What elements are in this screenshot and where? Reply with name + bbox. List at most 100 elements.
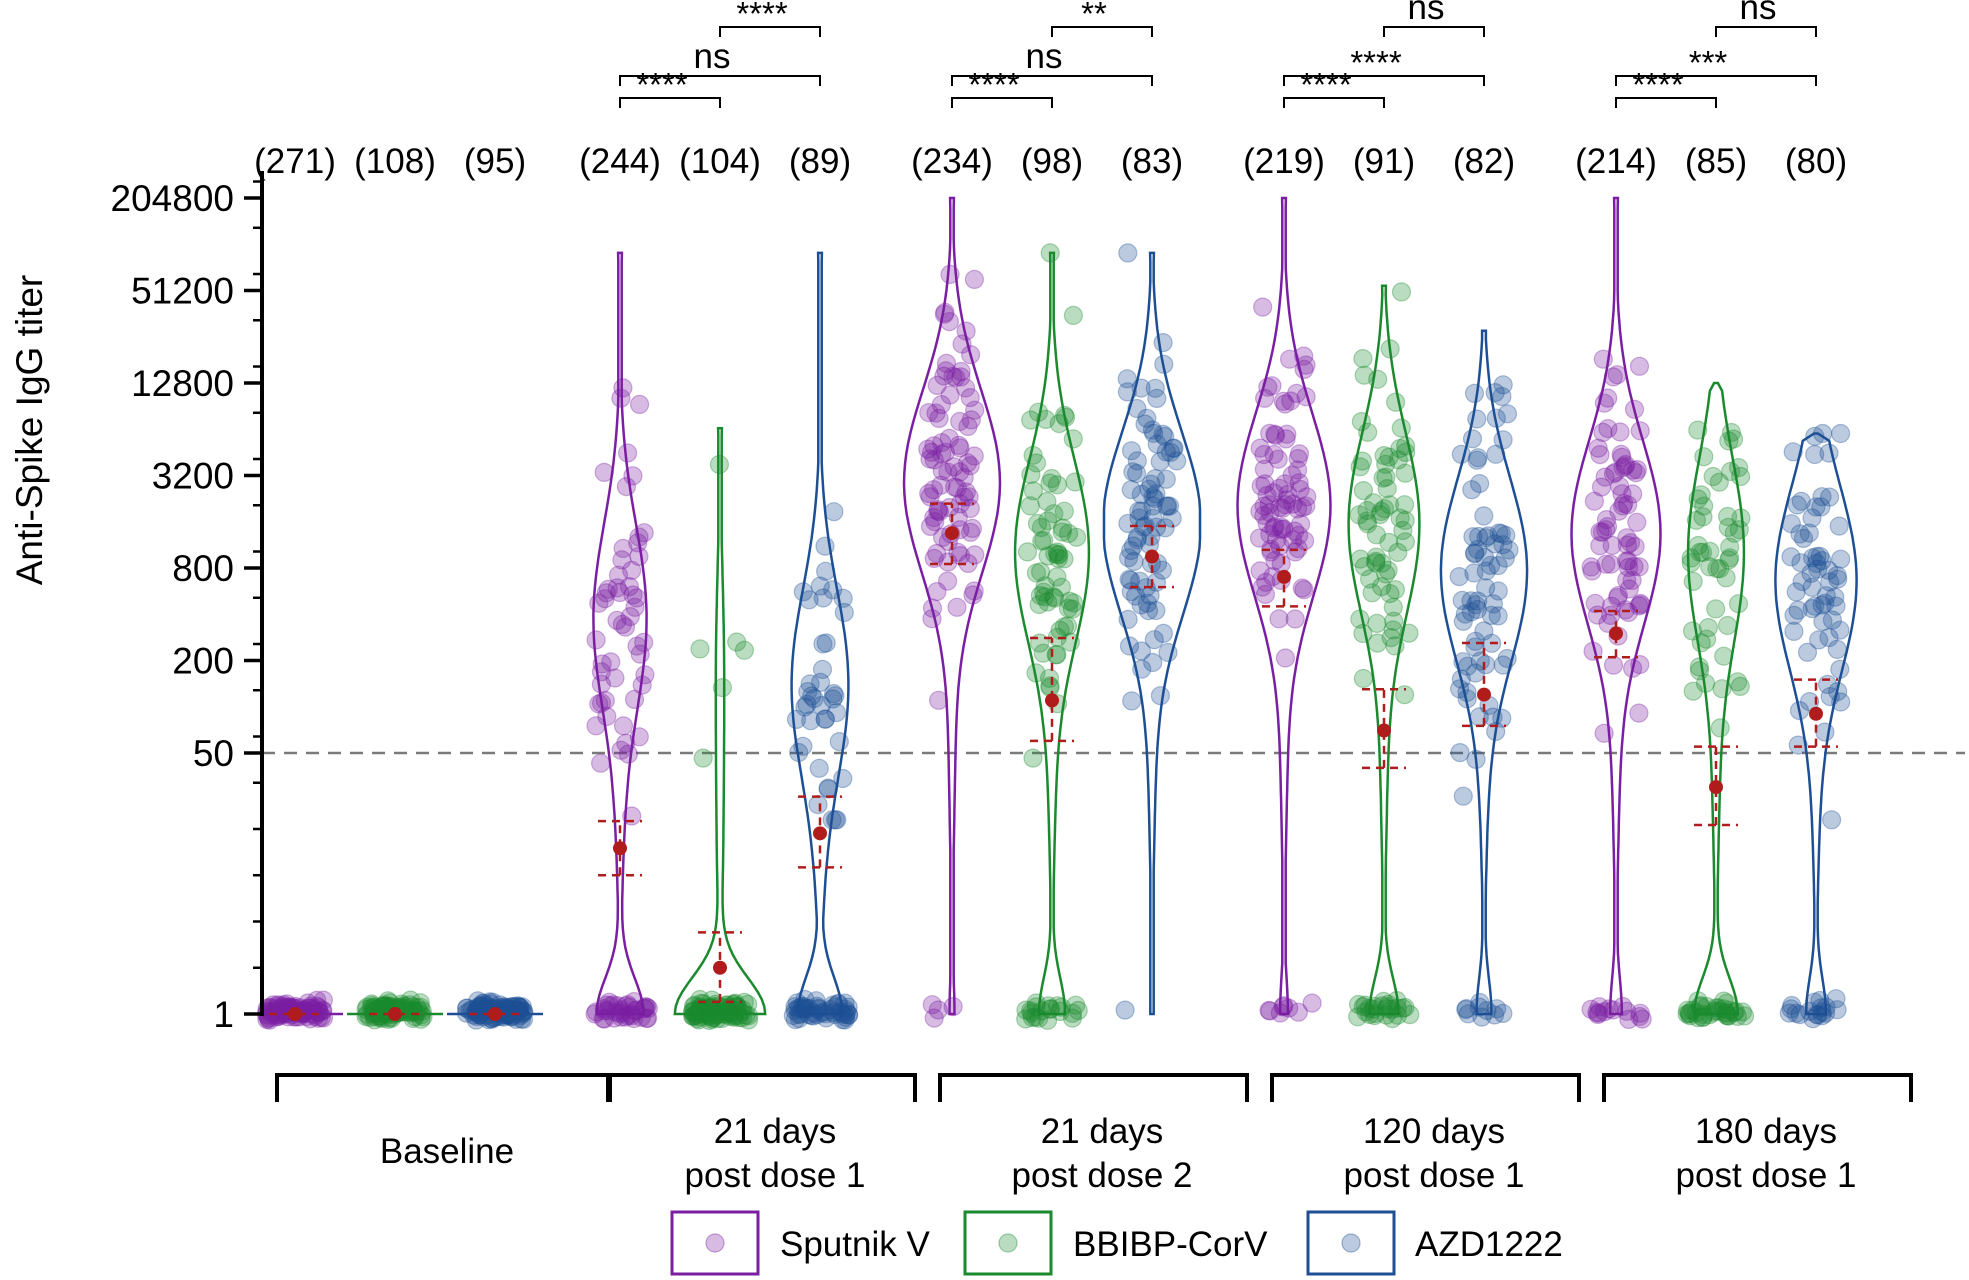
data-point — [1449, 679, 1470, 699]
data-point — [1250, 561, 1270, 581]
data-point — [1258, 377, 1278, 397]
data-point — [1593, 422, 1613, 442]
data-point — [1353, 349, 1373, 369]
data-point — [1016, 1000, 1036, 1020]
data-point — [724, 1007, 744, 1027]
data-point — [1700, 557, 1720, 577]
data-point — [934, 366, 954, 386]
data-point — [1063, 429, 1083, 449]
group-bracket — [275, 1073, 612, 1102]
data-point — [1131, 501, 1152, 521]
data-point — [585, 1004, 605, 1024]
data-point — [1588, 1004, 1608, 1025]
data-point — [637, 997, 657, 1017]
data-point — [1605, 462, 1625, 482]
significance-bracket — [1615, 75, 1817, 86]
legend-marker — [998, 1233, 1018, 1253]
data-point — [1588, 438, 1608, 458]
data-point — [931, 395, 952, 415]
data-point — [1453, 652, 1473, 672]
data-point — [467, 1006, 487, 1027]
data-point — [950, 411, 970, 432]
data-point — [788, 998, 808, 1019]
data-point — [1279, 349, 1300, 369]
gmt-marker — [945, 526, 959, 541]
data-point — [1026, 453, 1047, 473]
data-point — [789, 1008, 809, 1029]
data-point — [1819, 487, 1840, 507]
data-point — [726, 997, 746, 1018]
data-point — [625, 597, 645, 617]
data-point — [1693, 507, 1713, 527]
data-point — [1059, 591, 1080, 611]
data-point — [1157, 496, 1177, 516]
data-point — [1630, 421, 1650, 441]
data-point — [1363, 999, 1383, 1019]
data-point — [1123, 536, 1144, 556]
data-point — [594, 1001, 615, 1021]
data-point — [732, 999, 753, 1020]
data-point — [1123, 462, 1143, 482]
data-point — [1480, 555, 1501, 576]
data-point — [1250, 438, 1270, 458]
data-point — [1689, 661, 1710, 681]
data-point — [1127, 451, 1147, 471]
data-point — [1274, 996, 1294, 1016]
gmt-marker — [813, 826, 827, 841]
data-point — [1819, 627, 1839, 648]
data-point — [1811, 497, 1831, 517]
data-point — [1026, 993, 1046, 1013]
data-point — [1380, 339, 1400, 359]
data-point — [1609, 501, 1629, 521]
data-point — [625, 1001, 646, 1021]
data-point — [794, 999, 814, 1019]
data-point — [269, 1006, 289, 1027]
data-point — [400, 990, 421, 1010]
data-point — [1827, 565, 1847, 586]
data-point — [1154, 354, 1174, 374]
data-point — [950, 545, 971, 566]
data-point — [1696, 996, 1717, 1017]
data-point — [789, 742, 809, 763]
data-point — [683, 996, 704, 1016]
y-axis-label: Anti-Spike IgG titer — [9, 275, 50, 586]
data-point — [1818, 560, 1839, 580]
data-point — [1379, 532, 1399, 553]
data-point — [1035, 576, 1055, 596]
data-point — [1463, 527, 1483, 547]
data-point — [1135, 414, 1155, 434]
data-point — [298, 993, 318, 1013]
data-point — [823, 580, 843, 600]
data-point — [1262, 376, 1282, 396]
data-point — [1394, 495, 1415, 515]
data-point — [725, 993, 745, 1013]
data-point — [1730, 676, 1750, 697]
sample-count: (214) — [1575, 142, 1657, 181]
data-point — [1281, 391, 1301, 411]
data-point — [795, 697, 815, 717]
data-point — [734, 640, 755, 660]
data-point — [815, 536, 835, 556]
data-point — [1788, 735, 1808, 755]
data-point — [1694, 496, 1714, 516]
data-point — [1126, 463, 1147, 484]
data-point — [592, 654, 612, 674]
data-point — [1037, 491, 1057, 512]
data-point — [1121, 441, 1142, 461]
data-point — [684, 1006, 705, 1026]
data-point — [468, 997, 488, 1017]
data-point — [1395, 510, 1415, 531]
data-point — [624, 1008, 644, 1029]
data-point — [1809, 630, 1829, 650]
data-point — [1728, 458, 1749, 478]
data-point — [301, 996, 321, 1016]
data-point — [699, 1005, 719, 1026]
data-point — [1700, 1005, 1720, 1025]
data-point — [1292, 578, 1312, 598]
data-point — [1391, 418, 1411, 438]
data-point — [1038, 511, 1058, 531]
data-point — [607, 610, 627, 631]
data-point — [806, 991, 826, 1011]
data-point — [1270, 536, 1290, 556]
